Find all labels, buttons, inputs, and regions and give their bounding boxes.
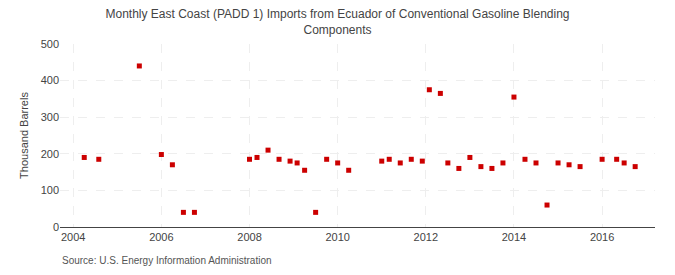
svg-text:2004: 2004 — [61, 231, 85, 243]
svg-text:2006: 2006 — [149, 231, 173, 243]
svg-text:2014: 2014 — [502, 231, 526, 243]
svg-text:100: 100 — [41, 184, 59, 196]
svg-text:Source: U.S. Energy Informatio: Source: U.S. Energy Information Administ… — [62, 255, 272, 266]
svg-text:300: 300 — [41, 111, 59, 123]
svg-text:200: 200 — [41, 148, 59, 160]
svg-text:2016: 2016 — [590, 231, 614, 243]
svg-text:2008: 2008 — [237, 231, 261, 243]
svg-text:2012: 2012 — [414, 231, 438, 243]
svg-text:Monthly East Coast (PADD 1) Im: Monthly East Coast (PADD 1) Imports from… — [106, 7, 570, 37]
svg-text:0: 0 — [53, 221, 59, 233]
svg-text:400: 400 — [41, 74, 59, 86]
svg-text:2010: 2010 — [325, 231, 349, 243]
svg-text:500: 500 — [41, 38, 59, 50]
svg-text:Thousand Barrels: Thousand Barrels — [18, 92, 30, 179]
